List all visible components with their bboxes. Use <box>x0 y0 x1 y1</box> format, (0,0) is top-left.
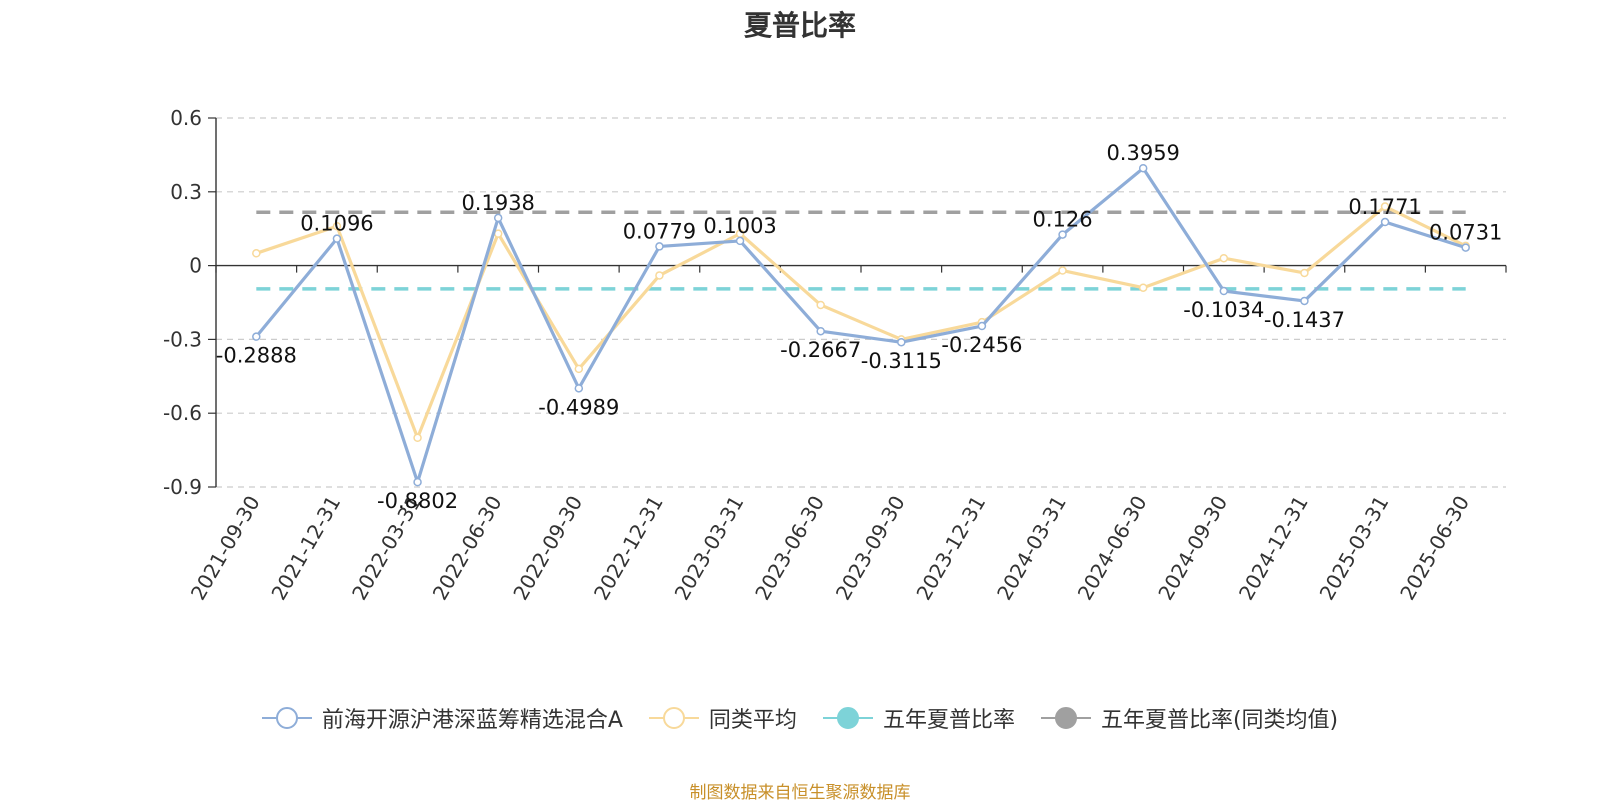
legend-marker-icon <box>261 707 312 729</box>
data-point <box>252 332 261 341</box>
y-tick-label: -0.9 <box>163 475 202 499</box>
data-point <box>1300 296 1309 306</box>
data-point <box>332 221 342 231</box>
x-tick-label: 2024-09-30 <box>1153 492 1232 605</box>
data-label: 0.3959 <box>1106 141 1179 165</box>
data-point <box>332 234 342 243</box>
y-tick-label: -0.3 <box>163 327 202 351</box>
data-point <box>816 326 825 336</box>
legend-label: 同类平均 <box>708 708 797 733</box>
data-label: -0.4989 <box>538 395 619 419</box>
data-label: -0.1034 <box>1183 298 1264 322</box>
series-line <box>255 204 1467 440</box>
data-label: -0.8802 <box>377 489 458 513</box>
x-tick-label: 2025-06-30 <box>1395 492 1474 605</box>
x-tick-label: 2023-06-30 <box>750 492 829 605</box>
series-line <box>255 166 1467 484</box>
x-tick-label: 2023-03-31 <box>669 492 748 605</box>
data-label: 0.1938 <box>461 191 534 215</box>
data-point <box>977 321 987 331</box>
data-point <box>413 433 422 443</box>
legend-marker-icon <box>648 707 699 729</box>
data-label: 0.0731 <box>1429 221 1502 245</box>
data-point <box>574 384 584 393</box>
data-label: -0.2667 <box>780 338 861 362</box>
data-label: 0.1096 <box>300 212 373 236</box>
legend-marker-icon <box>822 707 873 729</box>
data-point <box>735 236 745 246</box>
data-point <box>1058 230 1067 239</box>
data-label: -0.2456 <box>941 333 1022 357</box>
legend-item[interactable]: 前海开源沪港深蓝筹精选混合A <box>261 702 623 734</box>
data-label: -0.1437 <box>1264 308 1345 332</box>
reference-lines <box>256 210 1466 291</box>
legend: 前海开源沪港深蓝筹精选混合A 同类平均 五年夏普比率 五年夏普比率(同类均值) <box>0 702 1600 734</box>
y-tick-label: 0.6 <box>170 106 202 130</box>
data-point <box>1380 217 1390 227</box>
data-point <box>1219 253 1229 263</box>
data-point <box>655 242 664 251</box>
x-tick-label: 2022-09-30 <box>508 492 587 605</box>
y-tick-label: 0.3 <box>170 180 202 204</box>
x-tick-label: 2024-03-31 <box>992 492 1071 605</box>
legend-marker-icon <box>1040 707 1091 729</box>
data-labels: -0.2888 0.1096 -0.8802 0.1938 -0.4989 0.0779 0… <box>216 141 1503 513</box>
data-point <box>1219 286 1229 296</box>
data-label: 0.1003 <box>703 214 776 238</box>
legend-label: 五年夏普比率(同类均值) <box>1100 708 1339 733</box>
data-label: -0.2888 <box>216 344 297 368</box>
legend-label: 前海开源沪港深蓝筹精选混合A <box>321 708 623 733</box>
y-tick-label: 0 <box>189 254 202 278</box>
data-point <box>574 364 584 374</box>
legend-item[interactable]: 同类平均 <box>648 702 797 734</box>
data-point <box>1461 243 1470 252</box>
grid-lines <box>216 117 1506 488</box>
data-point <box>655 271 664 280</box>
chart-title: 夏普比率 <box>743 9 856 42</box>
data-point <box>252 249 261 258</box>
series-lines <box>252 163 1470 487</box>
legend-item[interactable]: 五年夏普比率(同类均值) <box>1040 702 1339 734</box>
data-point <box>816 300 825 310</box>
data-point <box>493 213 503 223</box>
x-tick-label: 2021-09-30 <box>186 492 265 605</box>
x-tick-label: 2024-06-30 <box>1073 492 1152 605</box>
legend-label: 五年夏普比率 <box>882 708 1015 733</box>
data-point <box>1138 283 1148 292</box>
data-point <box>1300 268 1309 278</box>
data-label: 0.0779 <box>623 219 696 243</box>
data-point <box>897 337 906 347</box>
x-tick-label: 2025-03-31 <box>1314 492 1393 605</box>
x-tick-label: 2022-12-31 <box>589 492 668 605</box>
legend-item[interactable]: 五年夏普比率 <box>822 702 1015 734</box>
x-tick-label: 2023-12-31 <box>911 492 990 605</box>
x-tick-label: 2023-09-30 <box>831 492 910 605</box>
data-label: 0.1771 <box>1348 195 1421 219</box>
data-point <box>1058 266 1067 275</box>
data-label: 0.126 <box>1033 208 1093 232</box>
data-point <box>413 477 422 487</box>
x-tick-label: 2021-12-31 <box>266 492 345 605</box>
x-tick-label: 2024-12-31 <box>1234 492 1313 605</box>
y-tick-label: -0.6 <box>163 401 202 425</box>
data-point <box>1380 202 1390 211</box>
source-note: 制图数据来自恒生聚源数据库 <box>689 783 911 803</box>
data-label: -0.3115 <box>861 349 942 373</box>
data-point <box>1138 163 1148 173</box>
